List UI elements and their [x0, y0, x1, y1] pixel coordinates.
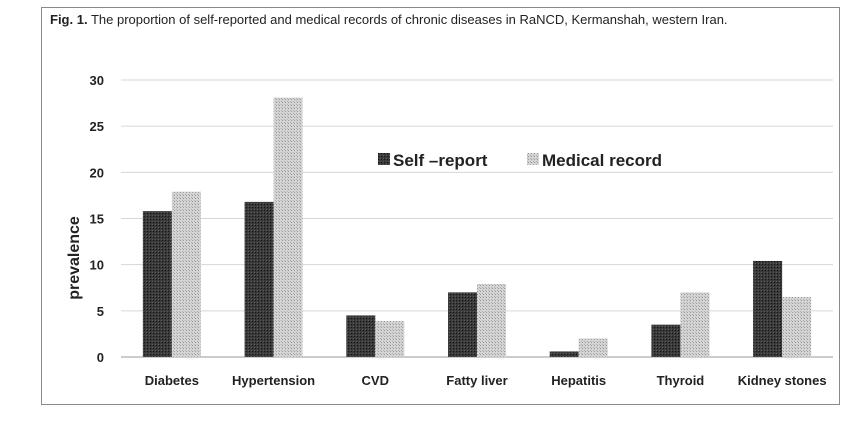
x-categories: Diabetes Hypertension CVD Fatty liver Hepati… — [145, 373, 827, 388]
figure-caption: Fig. 1. The proportion of self-reported … — [50, 12, 728, 27]
bar-medical-record-hypertension — [273, 97, 303, 357]
legend-swatch-self-report — [378, 153, 390, 165]
bar-self-report-cvd — [346, 315, 376, 357]
bar-medical-record-diabetes — [171, 191, 201, 357]
y-tick-label: 5 — [97, 304, 104, 319]
y-tick-label: 10 — [90, 258, 104, 273]
x-category-label: Hepatitis — [551, 373, 606, 388]
bar-self-report-hypertension — [244, 201, 274, 357]
x-category-label: Fatty liver — [446, 373, 507, 388]
bar-self-report-diabetes — [142, 211, 172, 357]
bar-self-report-thyroid — [651, 324, 681, 357]
legend: Self –report Medical record — [378, 151, 662, 170]
bar-medical-record-kidney-stones — [782, 296, 812, 357]
caption-text: The proportion of self-reported and medi… — [90, 12, 728, 27]
y-tick-label: 20 — [90, 165, 104, 180]
y-axis-label: prevalence — [66, 216, 83, 300]
bar-medical-record-cvd — [375, 320, 405, 357]
y-tick-label: 30 — [90, 73, 104, 88]
bar-self-report-kidney-stones — [753, 260, 783, 357]
x-category-label: Hypertension — [232, 373, 315, 388]
legend-label-self-report: Self –report — [393, 151, 488, 170]
x-category-label: CVD — [362, 373, 389, 388]
bar-self-report-fatty-liver — [448, 292, 477, 357]
x-category-label: Kidney stones — [738, 373, 827, 388]
y-tick-label: 0 — [97, 350, 104, 365]
x-category-label: Thyroid — [657, 373, 705, 388]
bars — [142, 97, 812, 357]
x-category-label: Diabetes — [145, 373, 199, 388]
bar-medical-record-hepatitis — [578, 338, 608, 357]
figure-frame — [41, 7, 840, 405]
bar-self-report-hepatitis — [549, 351, 579, 357]
legend-swatch-medical-record — [527, 153, 539, 165]
bar-medical-record-fatty-liver — [477, 284, 506, 357]
y-ticks: 0 5 10 15 20 25 30 — [90, 73, 104, 365]
y-tick-label: 25 — [90, 119, 104, 134]
bar-medical-record-thyroid — [680, 292, 710, 357]
caption-label: Fig. 1. — [50, 12, 88, 27]
legend-label-medical-record: Medical record — [542, 151, 662, 170]
y-tick-label: 15 — [90, 212, 104, 227]
